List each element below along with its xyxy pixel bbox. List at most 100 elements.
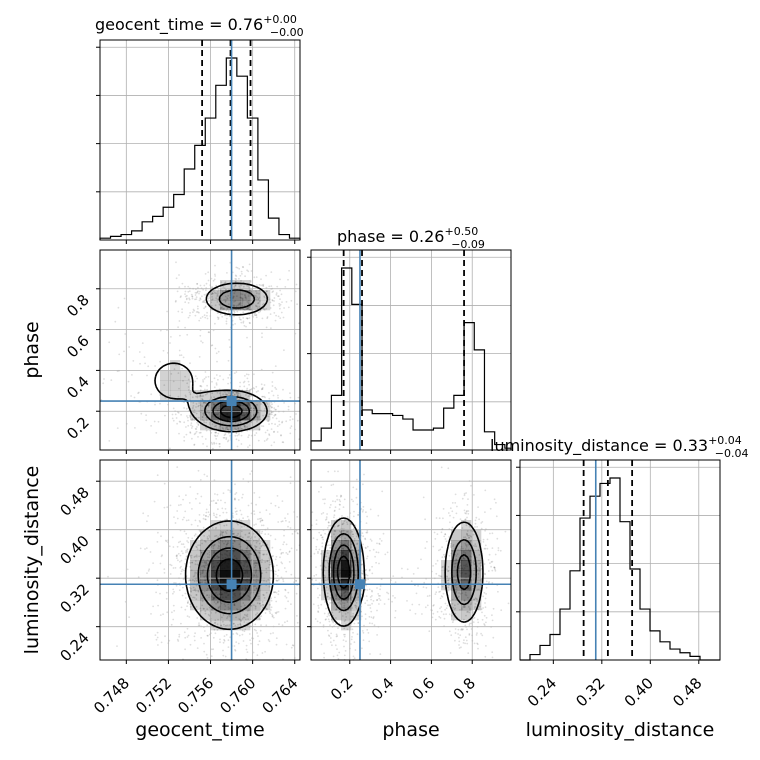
scatter-point bbox=[185, 519, 188, 522]
scatter-point bbox=[287, 408, 290, 411]
scatter-point bbox=[188, 314, 191, 317]
scatter-point bbox=[370, 610, 373, 613]
scatter-point bbox=[296, 615, 298, 617]
scatter-point bbox=[394, 616, 396, 619]
scatter-point bbox=[225, 426, 228, 429]
scatter-point bbox=[373, 624, 376, 627]
scatter-point bbox=[246, 426, 248, 428]
density-cell bbox=[230, 290, 241, 301]
scatter-point bbox=[255, 415, 258, 418]
scatter-point bbox=[175, 417, 178, 419]
scatter-point bbox=[410, 580, 413, 583]
scatter-point bbox=[198, 402, 201, 404]
scatter-point bbox=[197, 544, 200, 547]
scatter-point bbox=[223, 635, 226, 637]
scatter-point bbox=[290, 573, 293, 576]
scatter-point bbox=[170, 336, 172, 338]
scatter-point bbox=[218, 445, 221, 448]
scatter-point bbox=[371, 602, 373, 605]
scatter-point bbox=[189, 643, 192, 646]
scatter-point bbox=[484, 489, 487, 492]
scatter-point bbox=[248, 302, 251, 305]
scatter-point bbox=[232, 304, 235, 306]
scatter-point bbox=[366, 599, 369, 602]
scatter-point bbox=[262, 593, 265, 596]
scatter-point bbox=[117, 306, 120, 309]
scatter-point bbox=[178, 286, 181, 288]
scatter-point bbox=[204, 612, 207, 615]
scatter-point bbox=[267, 420, 270, 423]
scatter-point bbox=[276, 611, 278, 613]
scatter-point bbox=[214, 621, 217, 624]
scatter-point bbox=[352, 486, 355, 489]
scatter-point bbox=[201, 341, 204, 344]
scatter-point bbox=[222, 641, 225, 644]
scatter-point bbox=[484, 655, 487, 658]
density-cell bbox=[250, 590, 261, 601]
scatter-point bbox=[261, 386, 264, 389]
scatter-point bbox=[186, 297, 188, 300]
scatter-point bbox=[178, 354, 181, 357]
scatter-point bbox=[253, 628, 256, 631]
scatter-point bbox=[196, 283, 199, 285]
scatter-point bbox=[187, 536, 190, 539]
scatter-point bbox=[212, 648, 215, 651]
scatter-point bbox=[352, 500, 355, 503]
scatter-point bbox=[256, 307, 259, 310]
scatter-point bbox=[497, 549, 500, 552]
scatter-point bbox=[497, 547, 500, 549]
scatter-point bbox=[259, 552, 261, 554]
scatter-point bbox=[268, 640, 271, 643]
scatter-point bbox=[243, 304, 246, 307]
density-cell bbox=[230, 390, 241, 401]
scatter-point bbox=[288, 269, 290, 272]
scatter-point bbox=[269, 413, 272, 415]
scatter-point bbox=[268, 610, 271, 613]
scatter-point bbox=[352, 631, 354, 634]
scatter-point bbox=[201, 416, 204, 418]
scatter-point bbox=[253, 604, 255, 607]
scatter-point bbox=[237, 427, 240, 429]
scatter-point bbox=[191, 407, 194, 410]
scatter-point bbox=[361, 532, 364, 534]
scatter-point bbox=[258, 597, 260, 600]
scatter-point bbox=[261, 317, 264, 320]
scatter-point bbox=[160, 555, 163, 558]
scatter-point bbox=[261, 652, 264, 654]
scatter-point bbox=[280, 311, 283, 314]
scatter-point bbox=[229, 296, 232, 299]
x-tick-label-geocent-time-3: 0.760 bbox=[216, 674, 259, 717]
scatter-point bbox=[238, 316, 241, 319]
scatter-point bbox=[296, 303, 298, 306]
scatter-point bbox=[161, 554, 164, 557]
scatter-point bbox=[223, 537, 226, 540]
scatter-point bbox=[199, 298, 202, 301]
scatter-point bbox=[176, 545, 179, 548]
scatter-point bbox=[441, 556, 444, 559]
scatter-point bbox=[477, 621, 480, 624]
scatter-point bbox=[268, 298, 271, 301]
scatter-point bbox=[206, 475, 209, 478]
scatter-point bbox=[434, 618, 437, 621]
scatter-point bbox=[196, 563, 199, 566]
scatter-point bbox=[277, 506, 280, 509]
scatter-point bbox=[260, 561, 263, 564]
scatter-point bbox=[491, 532, 494, 535]
scatter-point bbox=[186, 636, 189, 638]
scatter-point bbox=[207, 271, 210, 274]
scatter-point bbox=[220, 281, 223, 284]
scatter-point bbox=[282, 578, 284, 581]
scatter-point bbox=[124, 333, 127, 335]
scatter-point bbox=[194, 375, 197, 377]
scatter-point bbox=[254, 607, 257, 610]
density-cell bbox=[250, 550, 261, 561]
scatter-point bbox=[218, 523, 221, 526]
scatter-point bbox=[234, 277, 237, 280]
scatter-point bbox=[504, 530, 507, 533]
scatter-point bbox=[259, 629, 262, 632]
scatter-point bbox=[376, 599, 378, 602]
scatter-point bbox=[274, 611, 277, 614]
scatter-point bbox=[448, 630, 451, 633]
scatter-point bbox=[327, 470, 330, 473]
scatter-point bbox=[234, 285, 237, 287]
